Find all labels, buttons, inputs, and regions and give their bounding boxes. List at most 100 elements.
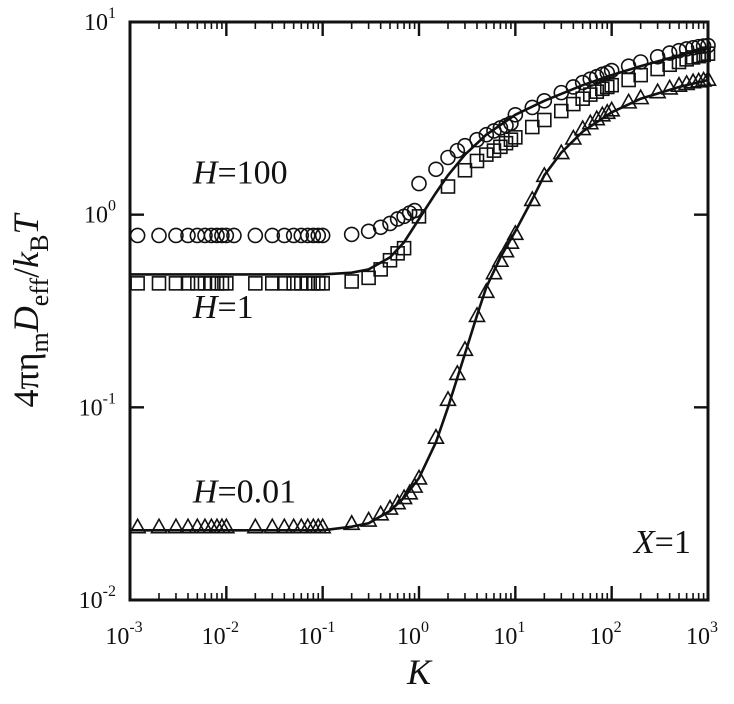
triangle-marker	[602, 100, 621, 117]
triangle-marker	[128, 517, 147, 534]
circle-marker	[203, 227, 220, 244]
triangle-marker	[217, 517, 236, 534]
square-marker	[286, 276, 301, 291]
triangle-marker	[564, 128, 583, 145]
circle-marker	[524, 99, 541, 116]
circle-marker	[603, 62, 620, 79]
circle-marker	[695, 38, 712, 54]
circle-marker	[700, 37, 716, 54]
x-tick-label: 10-1	[298, 619, 335, 650]
square-marker	[209, 276, 225, 291]
circle-marker	[129, 227, 146, 244]
square-marker	[373, 262, 388, 277]
triangle-marker	[523, 190, 542, 207]
triangle-marker	[359, 510, 378, 527]
square-marker	[662, 57, 677, 73]
x-tick-label: 10-2	[202, 619, 239, 650]
square-marker	[696, 47, 711, 63]
x-tick-label: 100	[397, 619, 429, 650]
square-marker	[190, 276, 205, 291]
square-marker	[700, 46, 716, 61]
triangle-marker	[477, 282, 496, 299]
square-marker	[503, 132, 519, 147]
triangle-marker	[694, 70, 713, 87]
triangle-marker	[263, 517, 282, 534]
square-marker	[553, 103, 569, 119]
circle-marker	[449, 142, 466, 159]
triangle-marker	[410, 468, 428, 485]
circle-marker	[168, 227, 184, 244]
circle-marker	[478, 126, 495, 143]
square-marker	[344, 274, 359, 289]
triangle-marker	[699, 70, 717, 86]
square-marker	[691, 48, 706, 64]
triangle-marker	[388, 493, 407, 510]
square-marker	[361, 270, 376, 286]
triangle-marker	[506, 224, 525, 241]
triangle-marker	[448, 364, 467, 381]
y-tick-label: 10-2	[79, 583, 116, 614]
triangle-marker	[468, 306, 486, 323]
square-marker	[248, 276, 263, 291]
circle-marker	[197, 227, 213, 244]
triangle-marker	[581, 113, 600, 130]
circle-marker	[264, 227, 281, 244]
square-marker	[537, 112, 552, 128]
square-marker	[219, 276, 234, 291]
triangle-marker	[684, 72, 702, 89]
axis-ticks	[128, 20, 710, 602]
circle-marker	[247, 227, 264, 244]
circle-marker	[536, 92, 553, 109]
circle-marker	[151, 227, 167, 244]
circle-marker	[565, 79, 582, 95]
circle-marker	[382, 215, 398, 232]
square-marker	[130, 276, 145, 291]
tick-labels: 10-3 10-2 10-1 100 101 102 103 10-2 10-1 100 101	[79, 5, 718, 650]
triangle-marker	[573, 119, 592, 136]
triangle-marker	[598, 103, 617, 120]
triangle-marker	[150, 517, 168, 534]
square-marker	[589, 84, 605, 99]
x-tick-label: 102	[590, 619, 622, 650]
triangle-marker	[485, 263, 503, 280]
triangle-marker	[552, 143, 571, 160]
triangle-marker	[371, 504, 390, 521]
svg-text:4πηmDeff/kBT: 4πηmDeff/kBT	[6, 212, 54, 408]
triangle-marker	[313, 517, 332, 534]
data-markers	[128, 37, 717, 534]
square-marker	[595, 81, 610, 97]
circle-marker	[293, 227, 310, 244]
circle-marker	[218, 227, 235, 244]
square-marker	[151, 276, 167, 291]
triangle-marker	[167, 517, 185, 534]
triangle-marker	[275, 517, 294, 534]
square-marker	[411, 209, 427, 224]
circle-marker	[314, 227, 331, 244]
square-marker	[599, 79, 615, 95]
triangle-marker	[342, 514, 361, 531]
square-marker	[440, 179, 456, 194]
y-axis-label: 4πηmDeff/kBT	[6, 212, 54, 408]
annotations: H=100 H=1 H=0.01 X=1	[192, 155, 691, 562]
circle-marker	[226, 227, 242, 244]
circle-marker	[343, 226, 360, 243]
y-tick-label: 100	[84, 198, 116, 229]
x-axis-label: K	[406, 652, 433, 692]
label-h100: H=100	[192, 155, 288, 192]
circle-marker	[457, 137, 473, 154]
square-marker	[457, 162, 473, 178]
square-marker	[524, 119, 540, 135]
square-marker	[277, 276, 292, 291]
triangle-marker	[497, 241, 515, 258]
triangle-marker	[381, 498, 399, 515]
square-marker	[168, 276, 184, 291]
triangle-marker	[427, 428, 445, 444]
square-marker	[604, 77, 619, 93]
triangle-marker	[631, 88, 650, 105]
circle-marker	[180, 227, 196, 244]
x-tick-label: 10-3	[105, 619, 142, 650]
square-marker	[180, 276, 196, 291]
label-h001: H=0.01	[192, 474, 296, 511]
triangle-marker	[491, 251, 510, 268]
square-marker	[621, 72, 636, 88]
